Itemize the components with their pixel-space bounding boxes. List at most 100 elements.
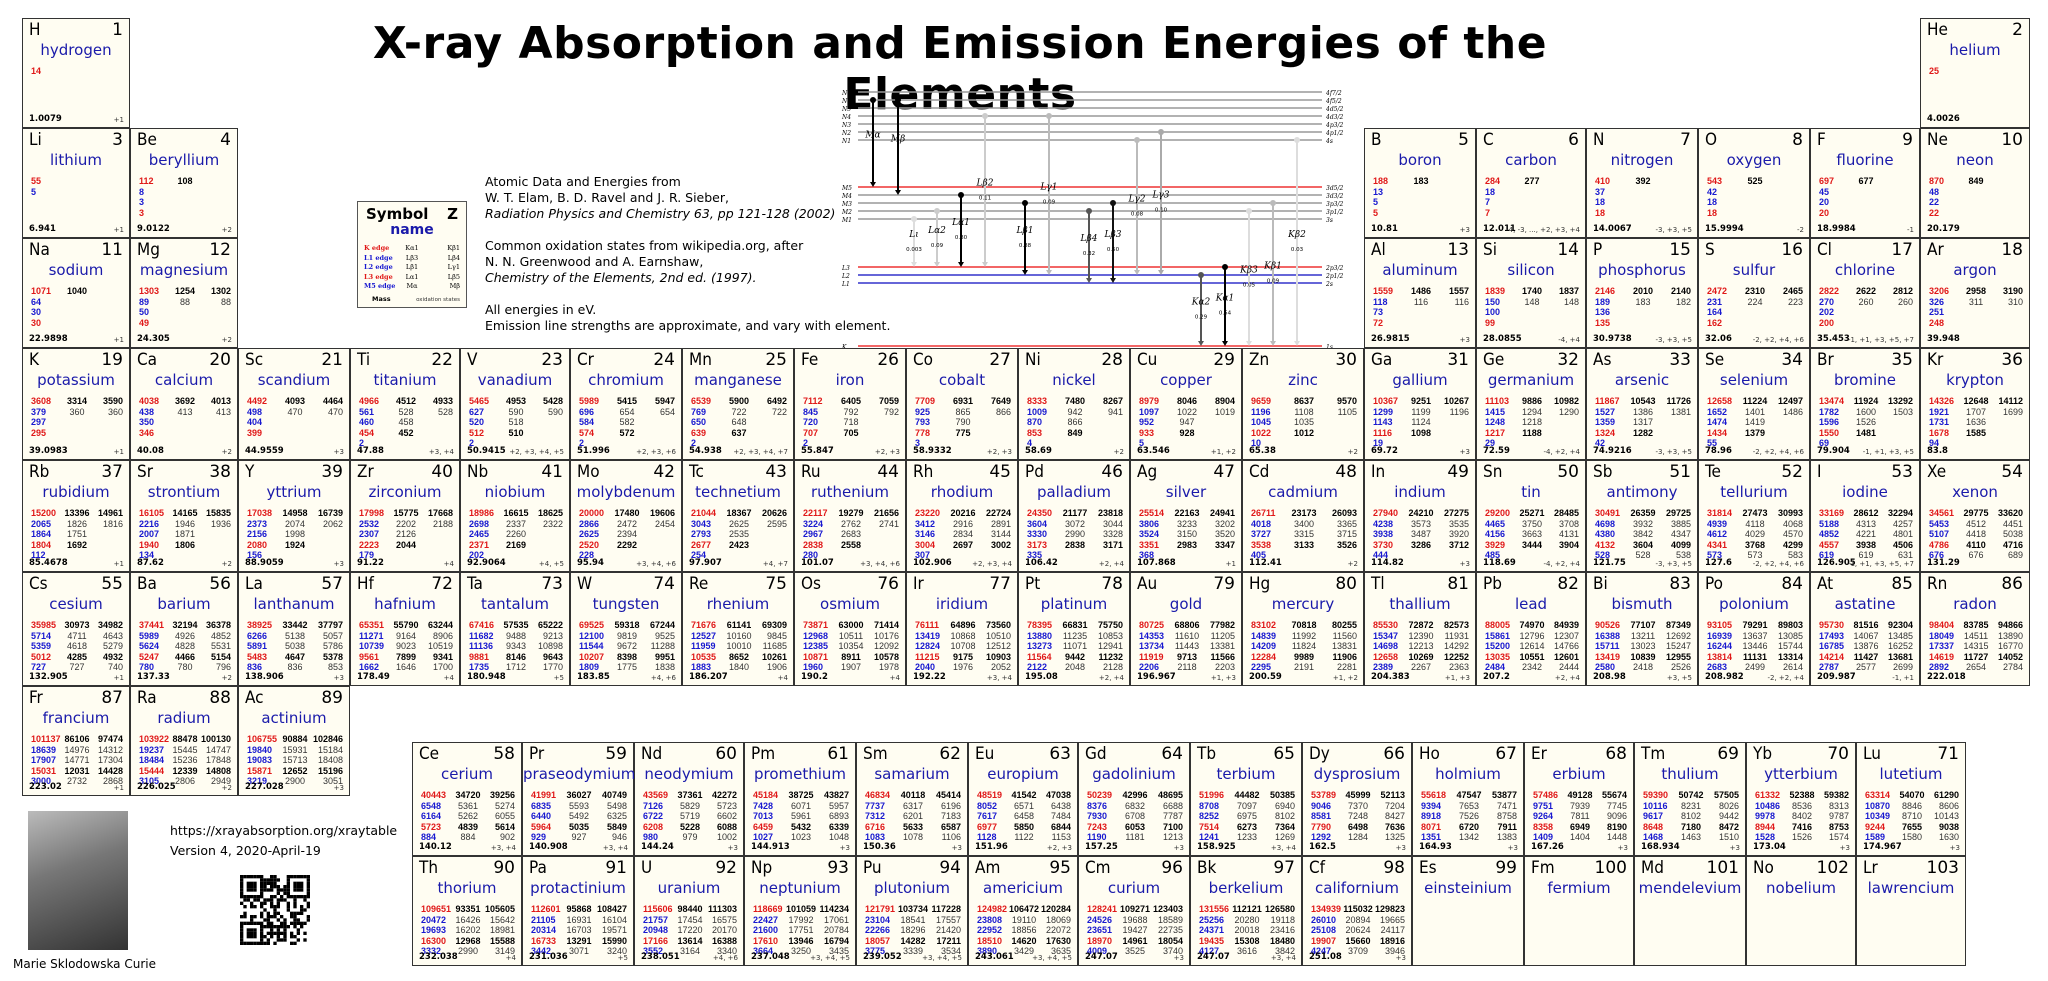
energy-values: 22117 19279 21656 3224 2762 2741 2967 2683 2838 2…: [803, 508, 899, 560]
atomic-mass: 114.82: [1371, 558, 1404, 568]
oxidation-states: +2: [221, 784, 232, 792]
element-sodium: Na 11 sodium 1071 1040 64 30 30 22.9898 +1: [22, 238, 130, 348]
element-symbol: Nd: [641, 744, 663, 764]
energy-values: 46834 40118 45414 7737 6317 6196 7312 6201 7183 6…: [865, 790, 961, 842]
element-name: radon: [1953, 595, 1997, 613]
oxidation-states: +3: [333, 784, 344, 792]
atomic-mass: 106.42: [1025, 558, 1058, 568]
atomic-mass: 10.81: [1371, 224, 1398, 234]
footer-url[interactable]: https://xrayabsorption.org/xraytable: [170, 823, 398, 838]
atomic-mass: 238.051: [641, 952, 680, 962]
element-symbol: Ne: [1927, 130, 1948, 150]
oxidation-states: +3: [1839, 844, 1850, 852]
energy-values: 67416 57535 65222 11682 9488 9213 11136 9343 108…: [469, 620, 563, 672]
atomic-mass: 157.25: [1085, 842, 1118, 852]
atomic-mass: 32.06: [1705, 334, 1732, 344]
atomic-mass: 107.868: [1137, 558, 1176, 568]
energy-values: 1559 1486 1557 118 116 116 73 72: [1373, 286, 1469, 328]
element-magnesium: Mg 12 magnesium 1303 1254 1302 89 88 88 50 49 24.30…: [130, 238, 238, 348]
energy-values: 121791 103734 117228 23104 18541 17557 22266 18…: [865, 904, 961, 956]
atomic-mass: 208.98: [1593, 672, 1626, 682]
element-silver: Ag 47 silver 25514 22163 24941 3806 3233 3202 352…: [1130, 460, 1242, 572]
element-nobelium: No 102 nobelium: [1746, 856, 1856, 966]
element-name: berkelium: [1208, 879, 1284, 897]
svg-text:N1: N1: [841, 138, 851, 145]
element-symbol: Cd: [1249, 462, 1270, 482]
svg-text:N2: N2: [841, 130, 851, 137]
element-cadmium: Cd 48 cadmium 26711 23173 26093 4018 3400 3365 37…: [1242, 460, 1364, 572]
element-symbol: Cl: [1817, 240, 1832, 260]
element-holmium: Ho 67 holmium 55618 47547 53877 9394 7653 7471 89…: [1412, 742, 1524, 856]
element-symbol: He: [1927, 20, 1948, 40]
element-selenium: Se 34 selenium 12658 11224 12497 1652 1401 1486 1…: [1698, 348, 1810, 460]
atomic-number: 23: [541, 350, 563, 370]
element-symbol: Lr: [1863, 858, 1878, 878]
svg-text:0.54: 0.54: [1219, 311, 1232, 317]
atomic-number: 42: [653, 462, 675, 482]
svg-text:0.003: 0.003: [906, 247, 922, 253]
atomic-mass: 121.75: [1593, 558, 1626, 568]
element-symbol: Cr: [577, 350, 594, 370]
oxidation-states: +4: [443, 674, 454, 682]
element-symbol: Rh: [913, 462, 934, 482]
atomic-mass: 12.011: [1483, 224, 1516, 234]
element-name: antimony: [1606, 483, 1678, 501]
element-name: sodium: [48, 261, 104, 279]
oxidation-states: +3: [1395, 954, 1406, 962]
element-thulium: Tm 69 thulium 59390 50742 57505 10116 8231 8026 9…: [1634, 742, 1746, 856]
atomic-mass: 208.982: [1705, 672, 1744, 682]
element-yttrium: Y 39 yttrium 17038 14958 16739 2373 2074 2062 215…: [238, 460, 350, 572]
svg-text:0.32: 0.32: [1083, 251, 1095, 257]
element-name: molybdenum: [576, 483, 676, 501]
element-name: silicon: [1507, 261, 1555, 279]
svg-text:4d3/2: 4d3/2: [1325, 114, 1343, 121]
element-scandium: Sc 21 scandium 4492 4093 4464 498 470 470 404 399 4…: [238, 348, 350, 460]
atomic-mass: 144.24: [641, 842, 674, 852]
atomic-mass: 204.383: [1371, 672, 1410, 682]
energy-values: 188 183 13 5 5: [1373, 176, 1429, 218]
element-symbol: Np: [751, 858, 773, 878]
oxidation-states: +2: [221, 336, 232, 344]
element-name: boron: [1398, 151, 1442, 169]
energy-values: 53789 45999 52113 9046 7370 7204 8581 7248 8427 7…: [1311, 790, 1405, 842]
oxidation-states: +3, +5: [1666, 674, 1692, 682]
atomic-number: 29: [1213, 350, 1235, 370]
oxidation-states: +2, +3, +4: [972, 560, 1012, 568]
atomic-number: 94: [939, 858, 961, 878]
atomic-number: 98: [1383, 858, 1405, 878]
energy-values: 101137 86106 97474 18639 14976 14312 17907 1477…: [31, 734, 124, 786]
energy-values: 4492 4093 4464 498 470 470 404 399: [247, 396, 343, 438]
energy-values: 25: [1929, 66, 1940, 76]
element-name: lanthanum: [253, 595, 335, 613]
oxidation-states: +1, +3: [1210, 674, 1236, 682]
element-name: tin: [1521, 483, 1541, 501]
energy-values: 76111 64896 73560 13419 10868 10510 12824 10708…: [915, 620, 1011, 672]
atomic-number: 73: [541, 574, 563, 594]
page-title: X-ray Absorption and Emission Energies o…: [372, 18, 1548, 120]
oxidation-states: +2: [1113, 448, 1124, 456]
svg-text:0.09: 0.09: [931, 243, 944, 249]
element-indium: In 49 indium 27940 24210 27275 4238 3573 3535 393…: [1364, 460, 1476, 572]
element-name: lithium: [49, 151, 102, 169]
energy-values: 3206 2958 3190 326 311 310 251 248: [1929, 286, 2023, 328]
element-symbol: Y: [245, 462, 255, 482]
svg-text:2p1/2: 2p1/2: [1325, 273, 1343, 280]
references: Atomic Data and Energies from W. T. Elam…: [485, 174, 890, 350]
element-symbol: Gd: [1085, 744, 1107, 764]
element-name: tungsten: [592, 595, 660, 613]
atomic-mass: 9.0122: [137, 224, 170, 234]
element-symbol: Sr: [137, 462, 153, 482]
energy-values: 93105 79291 89803 16939 13637 13085 16244 13446…: [1707, 620, 1803, 672]
energy-values: 31814 27473 30993 4939 4118 4068 4612 4029 4570 4…: [1707, 508, 1803, 560]
qr-code-icon: [240, 875, 310, 945]
element-samarium: Sm 62 samarium 46834 40118 45414 7737 6317 6196 7…: [856, 742, 968, 856]
atomic-mass: 40.08: [137, 446, 164, 456]
element-tungsten: W 74 tungsten 69525 59318 67244 12100 9819 9525 1…: [570, 572, 682, 686]
atomic-mass: 26.9815: [1371, 334, 1410, 344]
atomic-mass: 35.453: [1817, 334, 1850, 344]
oxidation-states: -3, +3, +5: [1655, 226, 1692, 234]
element-symbol: N: [1593, 130, 1605, 150]
energy-values: 95730 81516 92304 17493 14067 13485 16785 13876…: [1819, 620, 1913, 672]
energy-values: 697 677 45 20 20: [1819, 176, 1874, 218]
atomic-mass: 247.07: [1197, 952, 1230, 962]
